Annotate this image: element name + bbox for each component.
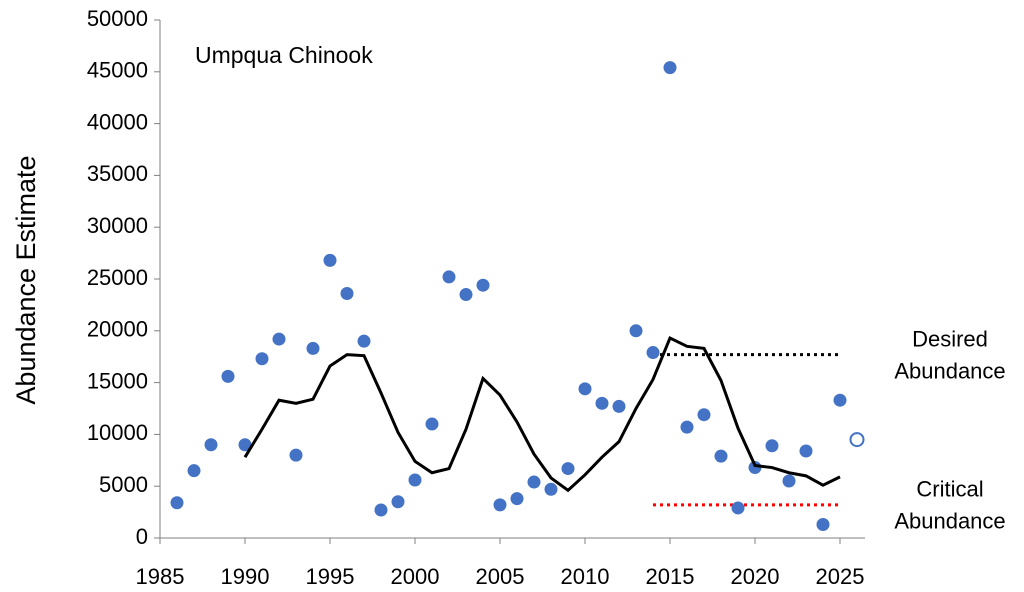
point: [561, 462, 575, 476]
point: [340, 287, 354, 301]
x-tick-label: 2010: [561, 564, 610, 589]
chart-title: Umpqua Chinook: [195, 42, 373, 68]
point: [680, 420, 694, 434]
point: [578, 382, 592, 396]
point: [527, 475, 541, 489]
x-tick-label: 2015: [646, 564, 695, 589]
y-axis-label: Abundance Estimate: [11, 155, 41, 404]
y-tick-label: 50000: [87, 6, 148, 31]
point: [272, 332, 286, 346]
point: [544, 482, 558, 496]
y-tick-label: 40000: [87, 109, 148, 134]
point: [357, 334, 371, 348]
point: [612, 399, 626, 413]
y-tick-label: 25000: [87, 265, 148, 290]
x-tick-label: 1990: [221, 564, 270, 589]
x-tick-label: 2000: [391, 564, 440, 589]
point: [459, 288, 473, 302]
point: [714, 449, 728, 463]
point: [816, 518, 830, 532]
point: [442, 270, 456, 284]
point: [476, 278, 490, 292]
point: [408, 473, 422, 487]
reference-label: Abundance: [894, 358, 1005, 383]
point: [663, 61, 677, 75]
point: [238, 438, 252, 452]
point: [629, 324, 643, 338]
reference-label: Abundance: [894, 509, 1005, 534]
point: [799, 444, 813, 458]
point: [493, 498, 507, 512]
y-tick-label: 45000: [87, 58, 148, 83]
y-tick-label: 30000: [87, 213, 148, 238]
point: [646, 346, 660, 360]
point: [187, 464, 201, 478]
x-tick-label: 2025: [816, 564, 865, 589]
y-tick-label: 10000: [87, 420, 148, 445]
point: [849, 432, 865, 448]
point: [425, 417, 439, 431]
point: [255, 352, 269, 366]
point: [221, 369, 235, 383]
point: [833, 393, 847, 407]
point: [731, 501, 745, 515]
point: [204, 438, 218, 452]
point: [697, 408, 711, 422]
point: [782, 474, 796, 488]
point: [323, 253, 337, 267]
point: [170, 496, 184, 510]
point: [306, 341, 320, 355]
reference-label: Desired: [912, 326, 988, 351]
point: [765, 439, 779, 453]
point: [510, 492, 524, 506]
x-tick-label: 1985: [136, 564, 185, 589]
y-tick-label: 0: [136, 524, 148, 549]
point: [748, 461, 762, 475]
point: [595, 396, 609, 410]
point: [391, 495, 405, 509]
x-tick-label: 2020: [731, 564, 780, 589]
y-tick-label: 20000: [87, 317, 148, 342]
point: [374, 503, 388, 517]
line: [243, 336, 841, 493]
y-tick-label: 35000: [87, 161, 148, 186]
x-tick-label: 2005: [476, 564, 525, 589]
y-tick-label: 5000: [99, 472, 148, 497]
y-tick-label: 15000: [87, 368, 148, 393]
point: [289, 448, 303, 462]
reference-label: Critical: [916, 477, 983, 502]
x-tick-label: 1995: [306, 564, 355, 589]
